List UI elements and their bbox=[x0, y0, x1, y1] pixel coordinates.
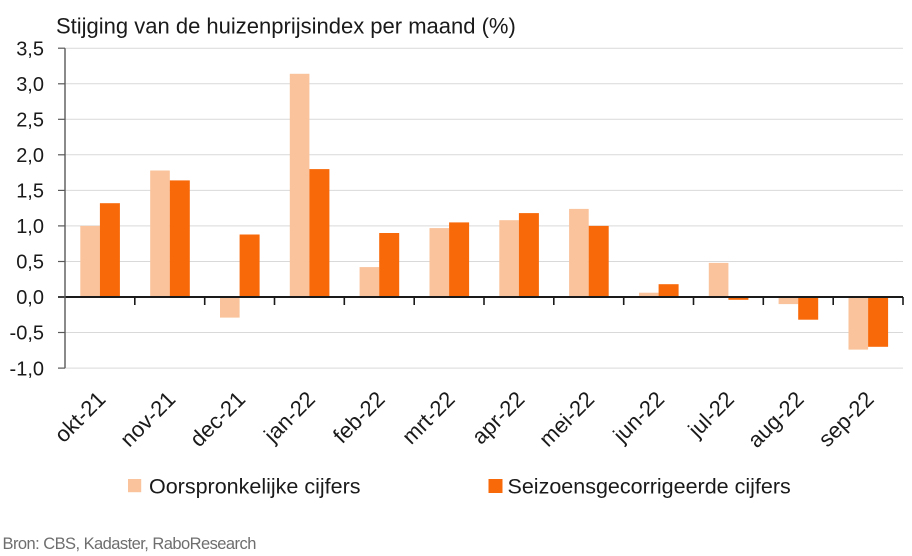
svg-text:2,0: 2,0 bbox=[16, 145, 44, 167]
svg-text:3,5: 3,5 bbox=[16, 38, 44, 60]
svg-text:-0,5: -0,5 bbox=[10, 323, 44, 345]
svg-text:-1,0: -1,0 bbox=[10, 358, 44, 380]
svg-text:1,5: 1,5 bbox=[16, 181, 44, 203]
svg-text:Oorspronkelijke cijfers: Oorspronkelijke cijfers bbox=[149, 474, 360, 498]
svg-text:Stijging van de huizenprijsind: Stijging van de huizenprijsindex per maa… bbox=[56, 13, 516, 38]
svg-text:1,0: 1,0 bbox=[16, 216, 44, 238]
svg-text:0,0: 0,0 bbox=[16, 287, 44, 309]
svg-text:Seizoensgecorrigeerde cijfers: Seizoensgecorrigeerde cijfers bbox=[508, 474, 791, 498]
svg-text:2,5: 2,5 bbox=[16, 110, 44, 132]
svg-text:Bron: CBS, Kadaster, RaboResea: Bron: CBS, Kadaster, RaboResearch bbox=[3, 535, 257, 553]
svg-text:0,5: 0,5 bbox=[16, 252, 44, 274]
svg-text:3,0: 3,0 bbox=[16, 74, 44, 96]
